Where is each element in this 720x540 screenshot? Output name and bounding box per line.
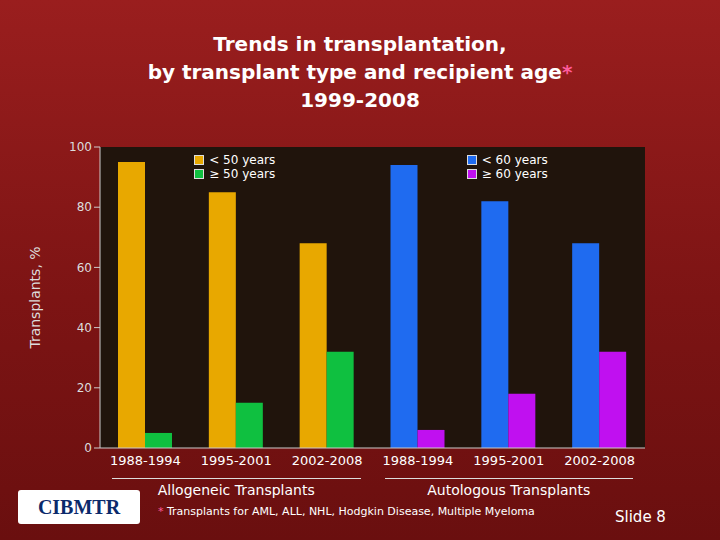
html-text:Allogeneic Transplants: Allogeneic Transplants [157, 482, 315, 498]
svg-text:1988-1994: 1988-1994 [382, 453, 453, 468]
svg-text:40: 40 [77, 321, 92, 335]
svg-text:1995-2001: 1995-2001 [473, 453, 544, 468]
html-text:< 50 years: < 50 years [209, 153, 276, 167]
svg-text:100: 100 [69, 140, 92, 154]
html-text:Autologous Transplants: Autologous Transplants [427, 482, 591, 498]
svg-text:1988-1994: 1988-1994 [110, 453, 181, 468]
svg-text:2002-2008: 2002-2008 [292, 453, 363, 468]
svg-text:2002-2008: 2002-2008 [564, 453, 635, 468]
svg-text:1995-2001: 1995-2001 [201, 453, 272, 468]
svg-text:20: 20 [77, 381, 92, 395]
svg-text:80: 80 [77, 200, 92, 214]
html-text:Slide 8: Slide 8 [615, 508, 666, 526]
html-text:≥ 50 years: ≥ 50 years [209, 167, 276, 181]
html-text:CIBMTR: CIBMTR [37, 495, 121, 518]
html-text:< 60 years: < 60 years [481, 153, 548, 167]
svg-text:Transplants, %: Transplants, % [27, 246, 43, 349]
html-text:≥ 60 years: ≥ 60 years [481, 167, 548, 181]
svg-text:60: 60 [77, 261, 92, 275]
html-text:Trends in transplantation, by: Trends in transplantation, by transplant… [147, 32, 573, 112]
html-text:* Transplants for AML, ALL, NH: * Transplants for AML, ALL, NHL, Hodgkin… [158, 505, 535, 518]
svg-text:0: 0 [84, 441, 92, 455]
